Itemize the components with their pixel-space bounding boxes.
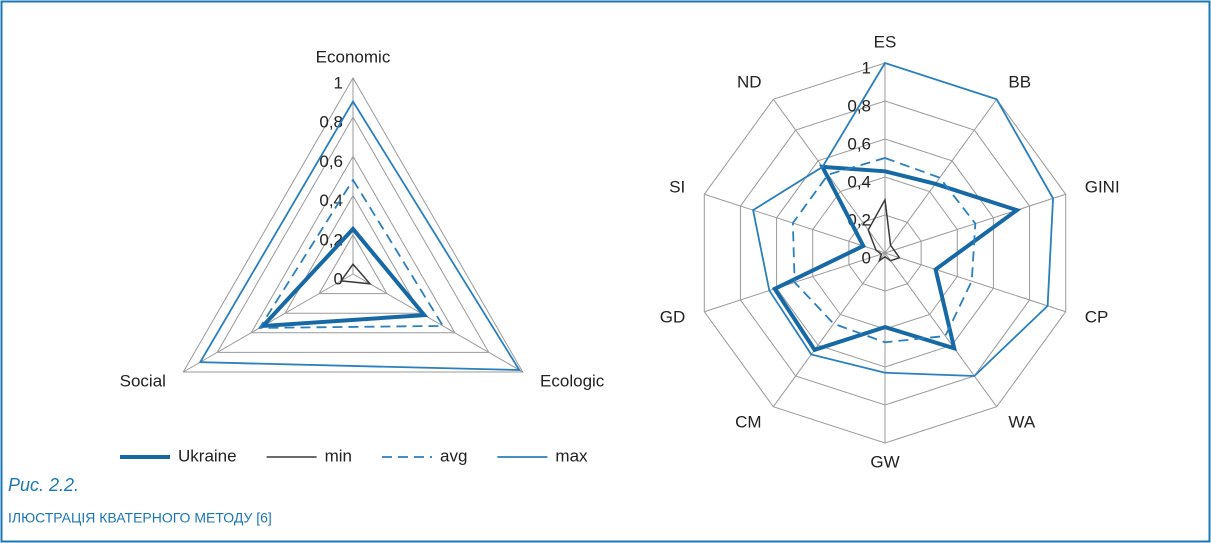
axis-spoke bbox=[772, 252, 886, 408]
tick-label: 0 bbox=[862, 248, 871, 267]
legend-label: max bbox=[555, 446, 588, 465]
series-line bbox=[198, 99, 521, 371]
axis-spoke bbox=[884, 252, 1066, 313]
tick-label: 0,6 bbox=[319, 152, 343, 171]
category-label: BB bbox=[1008, 73, 1031, 92]
grid-ring bbox=[250, 155, 456, 334]
tick-label: 0,4 bbox=[847, 172, 871, 191]
category-label: GINI bbox=[1085, 178, 1120, 197]
axis-spoke bbox=[352, 273, 523, 373]
grid-ring bbox=[284, 194, 422, 314]
caption-title: ІЛЮСТРАЦІЯ КВАТЕРНОГО МЕТОДУ [6] bbox=[8, 510, 272, 526]
caption-label: Рис. 2.2. bbox=[8, 475, 79, 495]
category-label: Social bbox=[120, 371, 166, 390]
series-line bbox=[339, 262, 372, 285]
category-label: CP bbox=[1085, 307, 1109, 326]
legend-label: min bbox=[325, 446, 352, 465]
legend-label: avg bbox=[440, 446, 467, 465]
category-label: Economic bbox=[316, 47, 391, 66]
category-label: SI bbox=[669, 178, 685, 197]
category-label: GW bbox=[870, 452, 899, 471]
category-label: CM bbox=[735, 412, 761, 431]
series-line bbox=[867, 197, 901, 263]
tick-label: 0 bbox=[334, 269, 343, 288]
tick-label: 0,8 bbox=[319, 113, 343, 132]
grid-ring bbox=[318, 233, 388, 295]
tick-label: 1 bbox=[334, 73, 343, 92]
series-line bbox=[791, 157, 977, 344]
legend-label: Ukraine bbox=[178, 446, 237, 465]
grid-ring bbox=[216, 116, 490, 353]
tick-label: 1 bbox=[862, 58, 871, 77]
series-line bbox=[752, 61, 1054, 377]
series-line bbox=[771, 164, 1022, 353]
axis-spoke bbox=[704, 193, 886, 254]
category-label: Ecologic bbox=[540, 371, 605, 390]
grid-ring bbox=[182, 76, 524, 373]
category-label: ES bbox=[874, 32, 897, 51]
axis-spoke bbox=[884, 98, 998, 254]
series-line bbox=[258, 225, 429, 329]
category-label: GD bbox=[660, 307, 686, 326]
category-label: ND bbox=[737, 73, 762, 92]
axis-spoke bbox=[884, 252, 998, 408]
category-label: WA bbox=[1008, 412, 1035, 431]
series-line bbox=[257, 178, 445, 329]
tick-label: 0,6 bbox=[847, 134, 871, 153]
